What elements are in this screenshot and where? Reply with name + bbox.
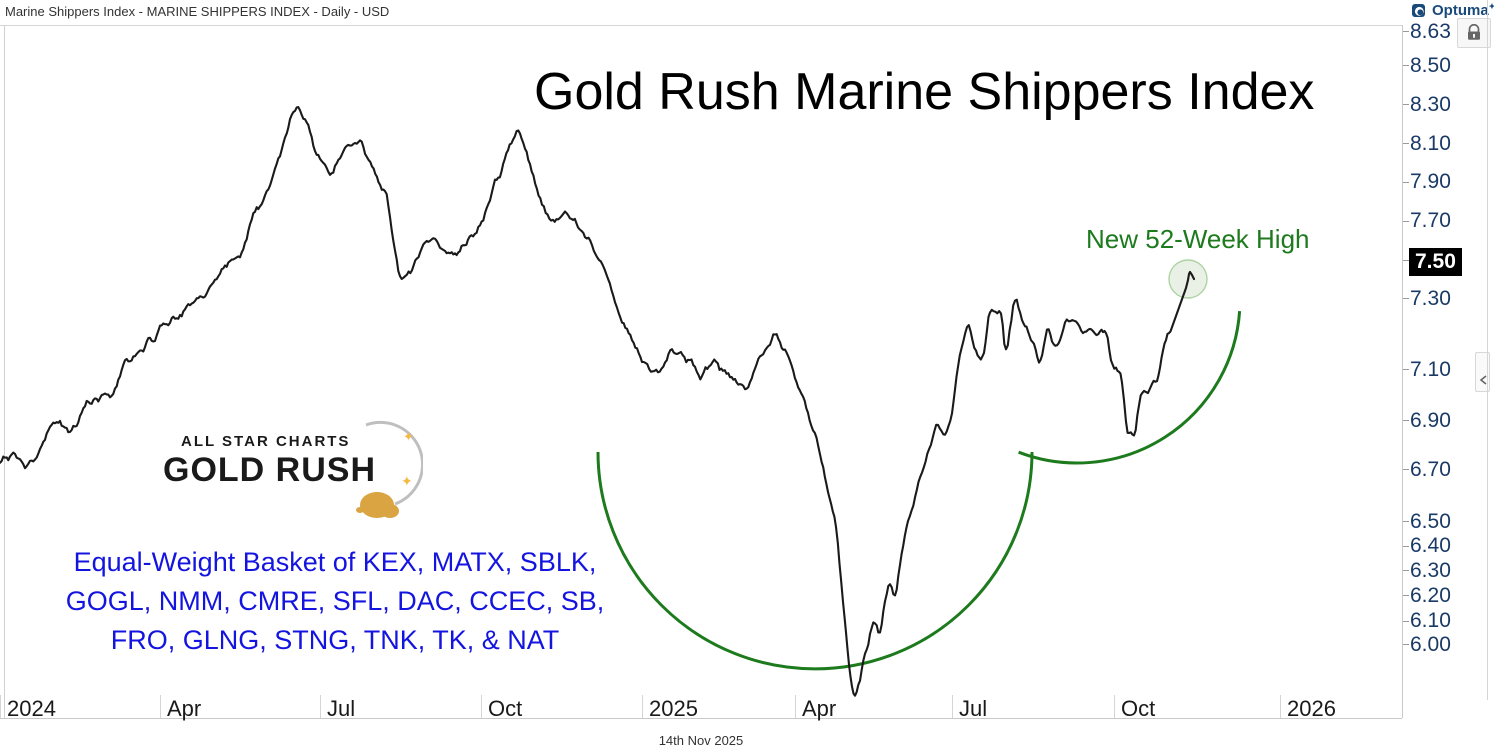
svg-text:✦: ✦ xyxy=(401,473,413,489)
svg-text:✦: ✦ xyxy=(403,429,414,444)
